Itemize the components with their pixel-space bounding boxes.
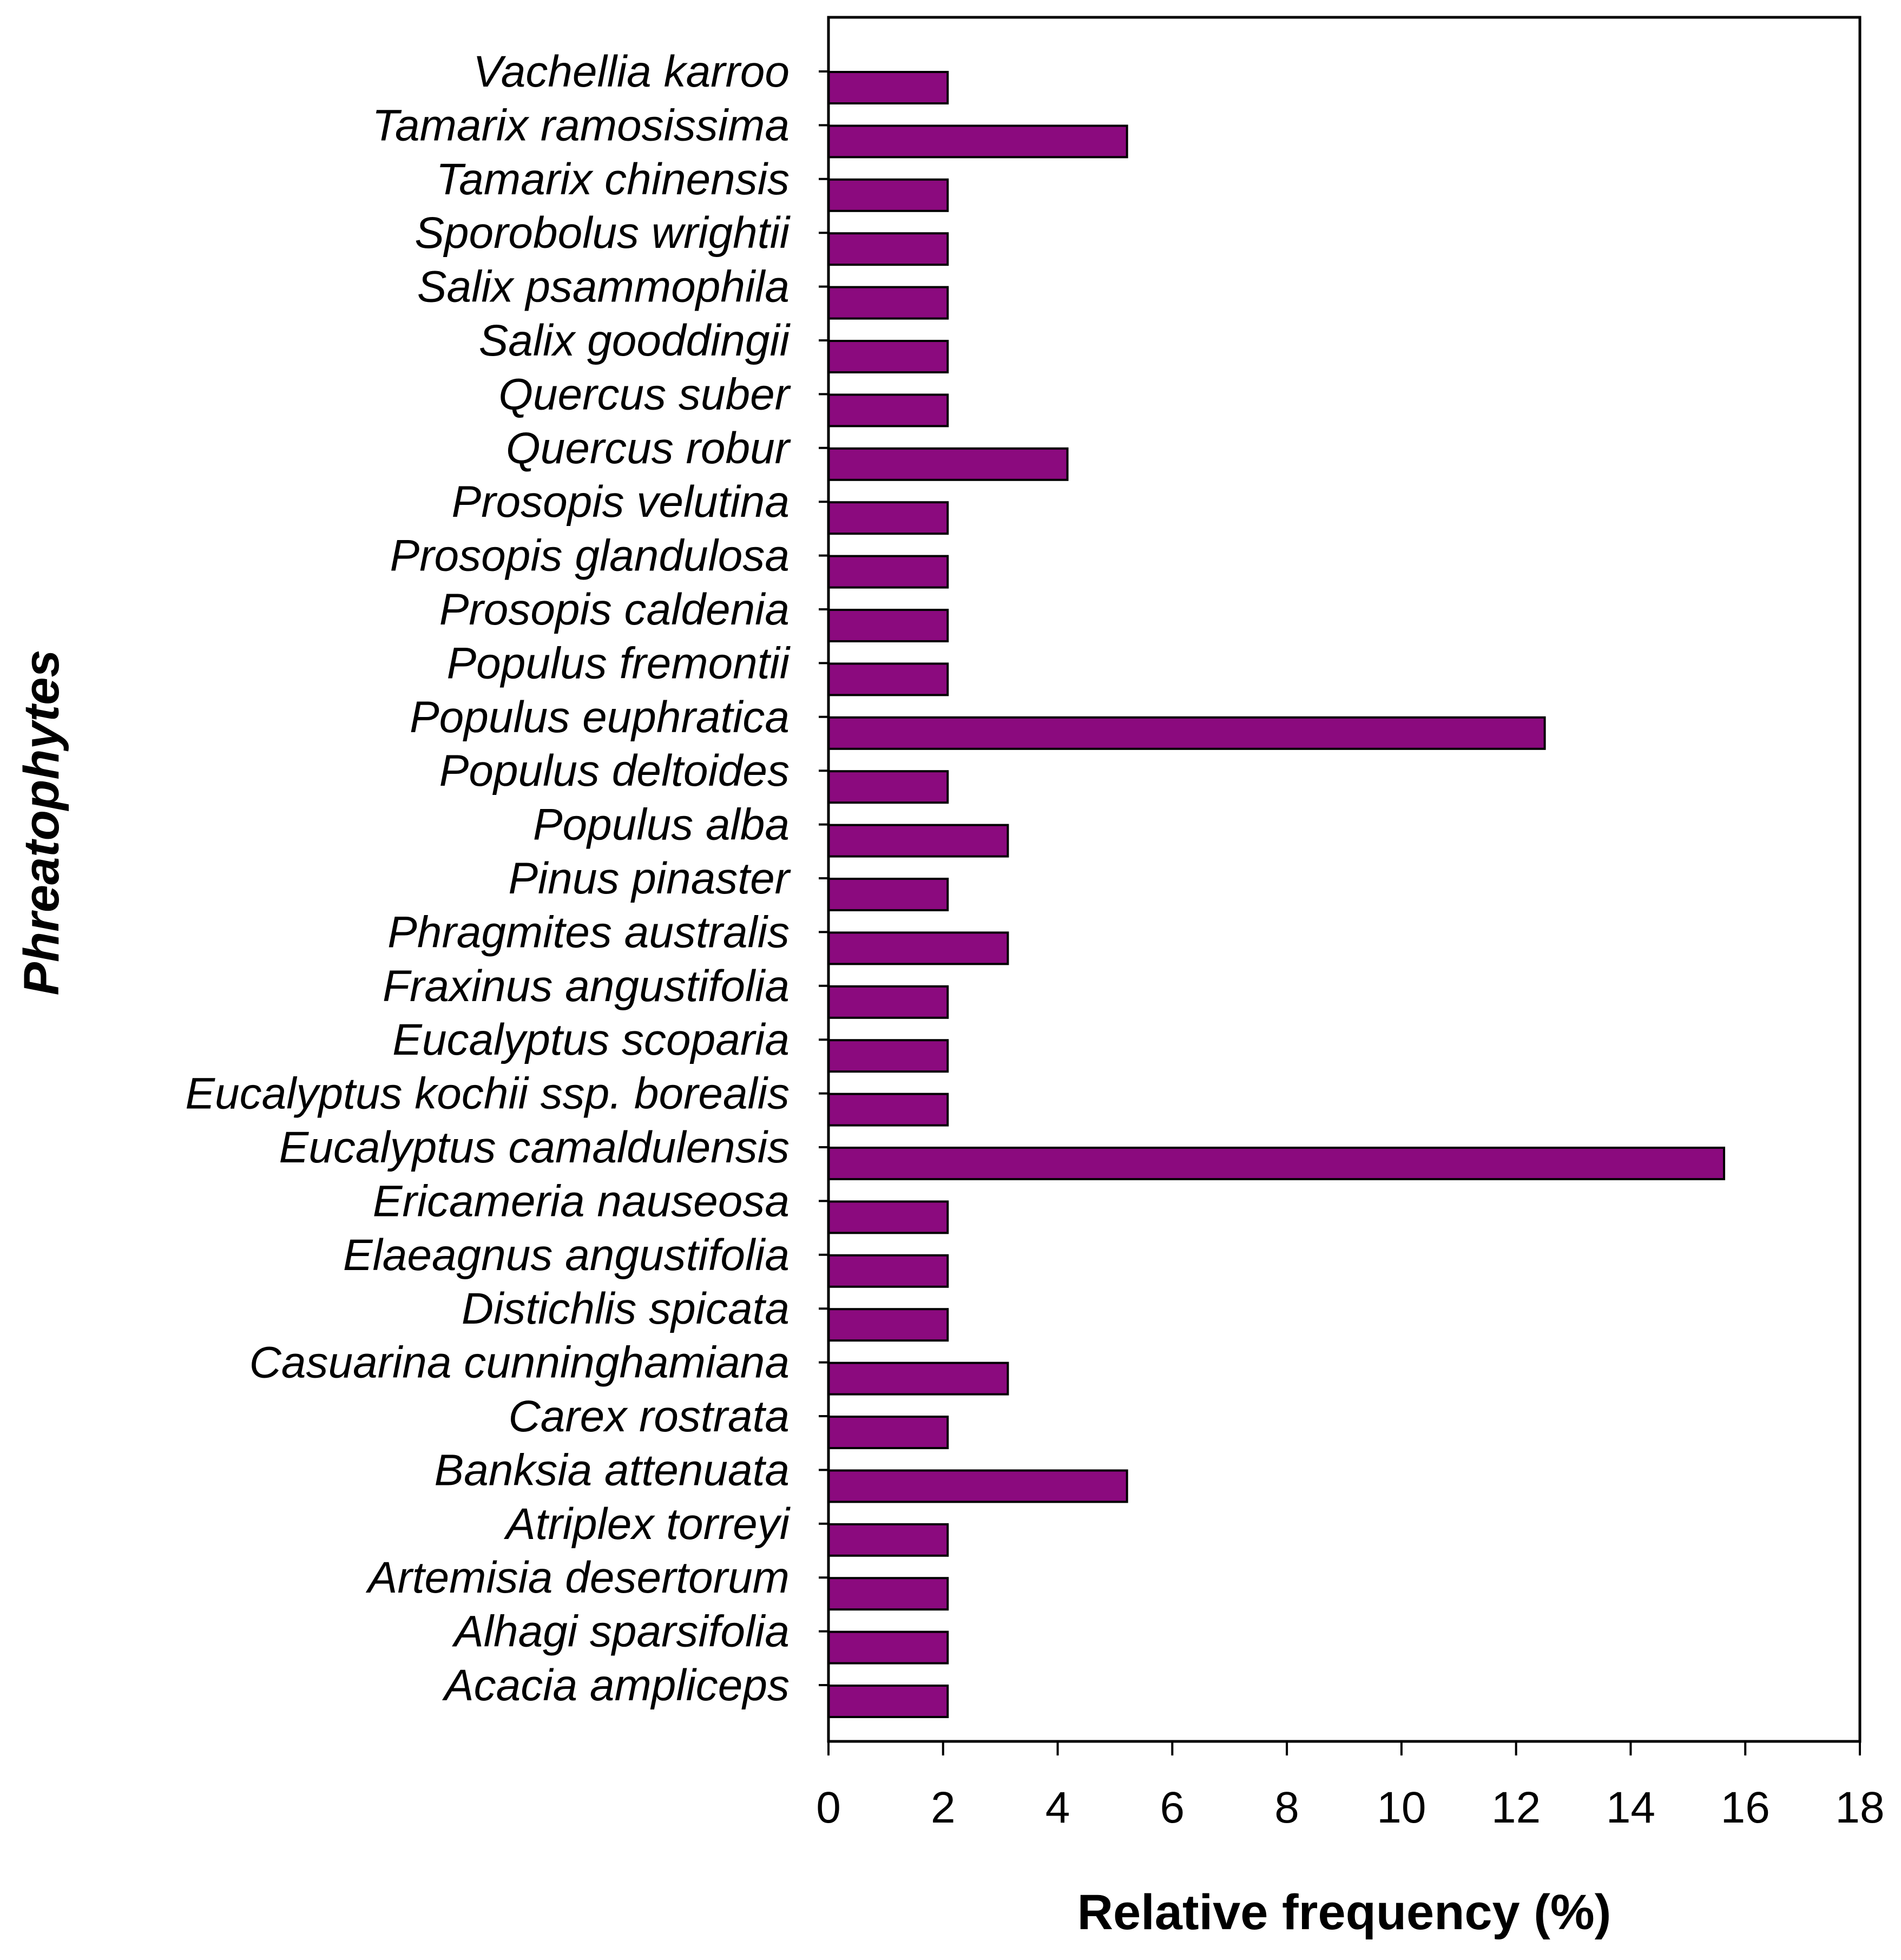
x-tick-label: 2 [931, 1783, 956, 1832]
category-label: Salix psammophila [417, 262, 790, 312]
x-tick-label: 12 [1491, 1783, 1541, 1832]
x-tick-label: 6 [1160, 1783, 1185, 1832]
bar [827, 1093, 949, 1127]
category-label: Phragmites australis [387, 907, 790, 957]
category-label: Prosopis glandulosa [390, 531, 790, 581]
bar [827, 1577, 949, 1611]
category-label: Populus euphratica [410, 693, 790, 742]
bar [827, 662, 949, 696]
x-tick-label: 10 [1377, 1783, 1426, 1832]
category-label: Alhagi sparsifolia [451, 1607, 790, 1656]
bar [827, 716, 1546, 750]
x-tick-label: 0 [816, 1783, 841, 1832]
x-axis-ticks: 0 2 4 6 8 10 12 14 16 18 [816, 1741, 1885, 1832]
category-label: Ericameria nauseosa [373, 1176, 790, 1226]
bar [827, 609, 949, 642]
bars-group [827, 71, 1726, 1718]
bar [827, 824, 1009, 858]
bar [827, 878, 949, 911]
x-tick-label: 8 [1274, 1783, 1299, 1832]
bar [827, 340, 949, 373]
category-label: Carex rostrata [508, 1392, 790, 1441]
category-label: Vachellia karroo [473, 47, 790, 96]
category-label: Quercus suber [498, 370, 791, 419]
category-label: Banksia attenuata [435, 1445, 790, 1495]
category-label: Sporobolus wrightii [415, 208, 791, 258]
bar [827, 501, 949, 535]
plot-frame [827, 16, 1861, 1743]
x-axis-title: Relative frequency (%) [1077, 1885, 1611, 1940]
bar [827, 1039, 949, 1073]
bar [827, 770, 949, 804]
category-label: Prosopis velutina [452, 477, 790, 527]
category-label: Salix gooddingii [479, 316, 791, 365]
category-label: Acacia ampliceps [442, 1661, 790, 1710]
category-label: Artemisia desertorum [365, 1553, 790, 1602]
x-tick-label: 14 [1606, 1783, 1655, 1832]
bar [827, 1147, 1726, 1180]
bar [827, 124, 1128, 159]
bar [827, 178, 949, 212]
bar [827, 1308, 949, 1342]
category-label: Prosopis caldenia [439, 585, 790, 634]
category-label: Pinus pinaster [508, 854, 791, 903]
category-label: Eucalyptus scoparia [392, 1015, 790, 1064]
category-labels: Vachellia karroo Tamarix ramosissima Tamar… [185, 47, 828, 1710]
bar [827, 1523, 949, 1557]
bar [827, 931, 1009, 965]
x-tick-label: 18 [1835, 1783, 1884, 1832]
category-label: Tamarix ramosissima [372, 101, 790, 150]
category-label: Eucalyptus kochii ssp. borealis [185, 1069, 790, 1119]
bar [827, 1685, 949, 1718]
category-label: Populus fremontii [446, 639, 791, 688]
category-label: Fraxinus angustifolia [383, 962, 790, 1011]
x-tick-label: 4 [1045, 1783, 1070, 1832]
category-label: Distichlis spicata [462, 1284, 790, 1333]
category-label: Tamarix chinensis [436, 155, 790, 204]
category-label: Populus alba [533, 800, 790, 850]
bar [827, 555, 949, 589]
bar [827, 447, 1069, 481]
x-tick-label: 16 [1721, 1783, 1770, 1832]
category-label: Atriplex torreyi [503, 1499, 791, 1549]
bar [827, 1200, 949, 1234]
category-label: Populus deltoides [439, 746, 790, 795]
bar [827, 393, 949, 427]
category-label: Eucalyptus camaldulensis [279, 1123, 790, 1172]
bar [827, 71, 949, 104]
bar [827, 1416, 949, 1449]
y-axis-title: Phreatophytes [14, 649, 69, 995]
category-label: Elaeagnus angustifolia [343, 1231, 790, 1280]
bar [827, 1362, 1009, 1396]
bar [827, 286, 949, 320]
bar [827, 1630, 949, 1665]
bar [827, 985, 949, 1019]
bar [827, 232, 949, 266]
bar [827, 1254, 949, 1288]
bar [827, 1469, 1128, 1503]
category-label: Quercus robur [506, 424, 792, 473]
category-label: Casuarina cunninghamiana [249, 1338, 790, 1387]
